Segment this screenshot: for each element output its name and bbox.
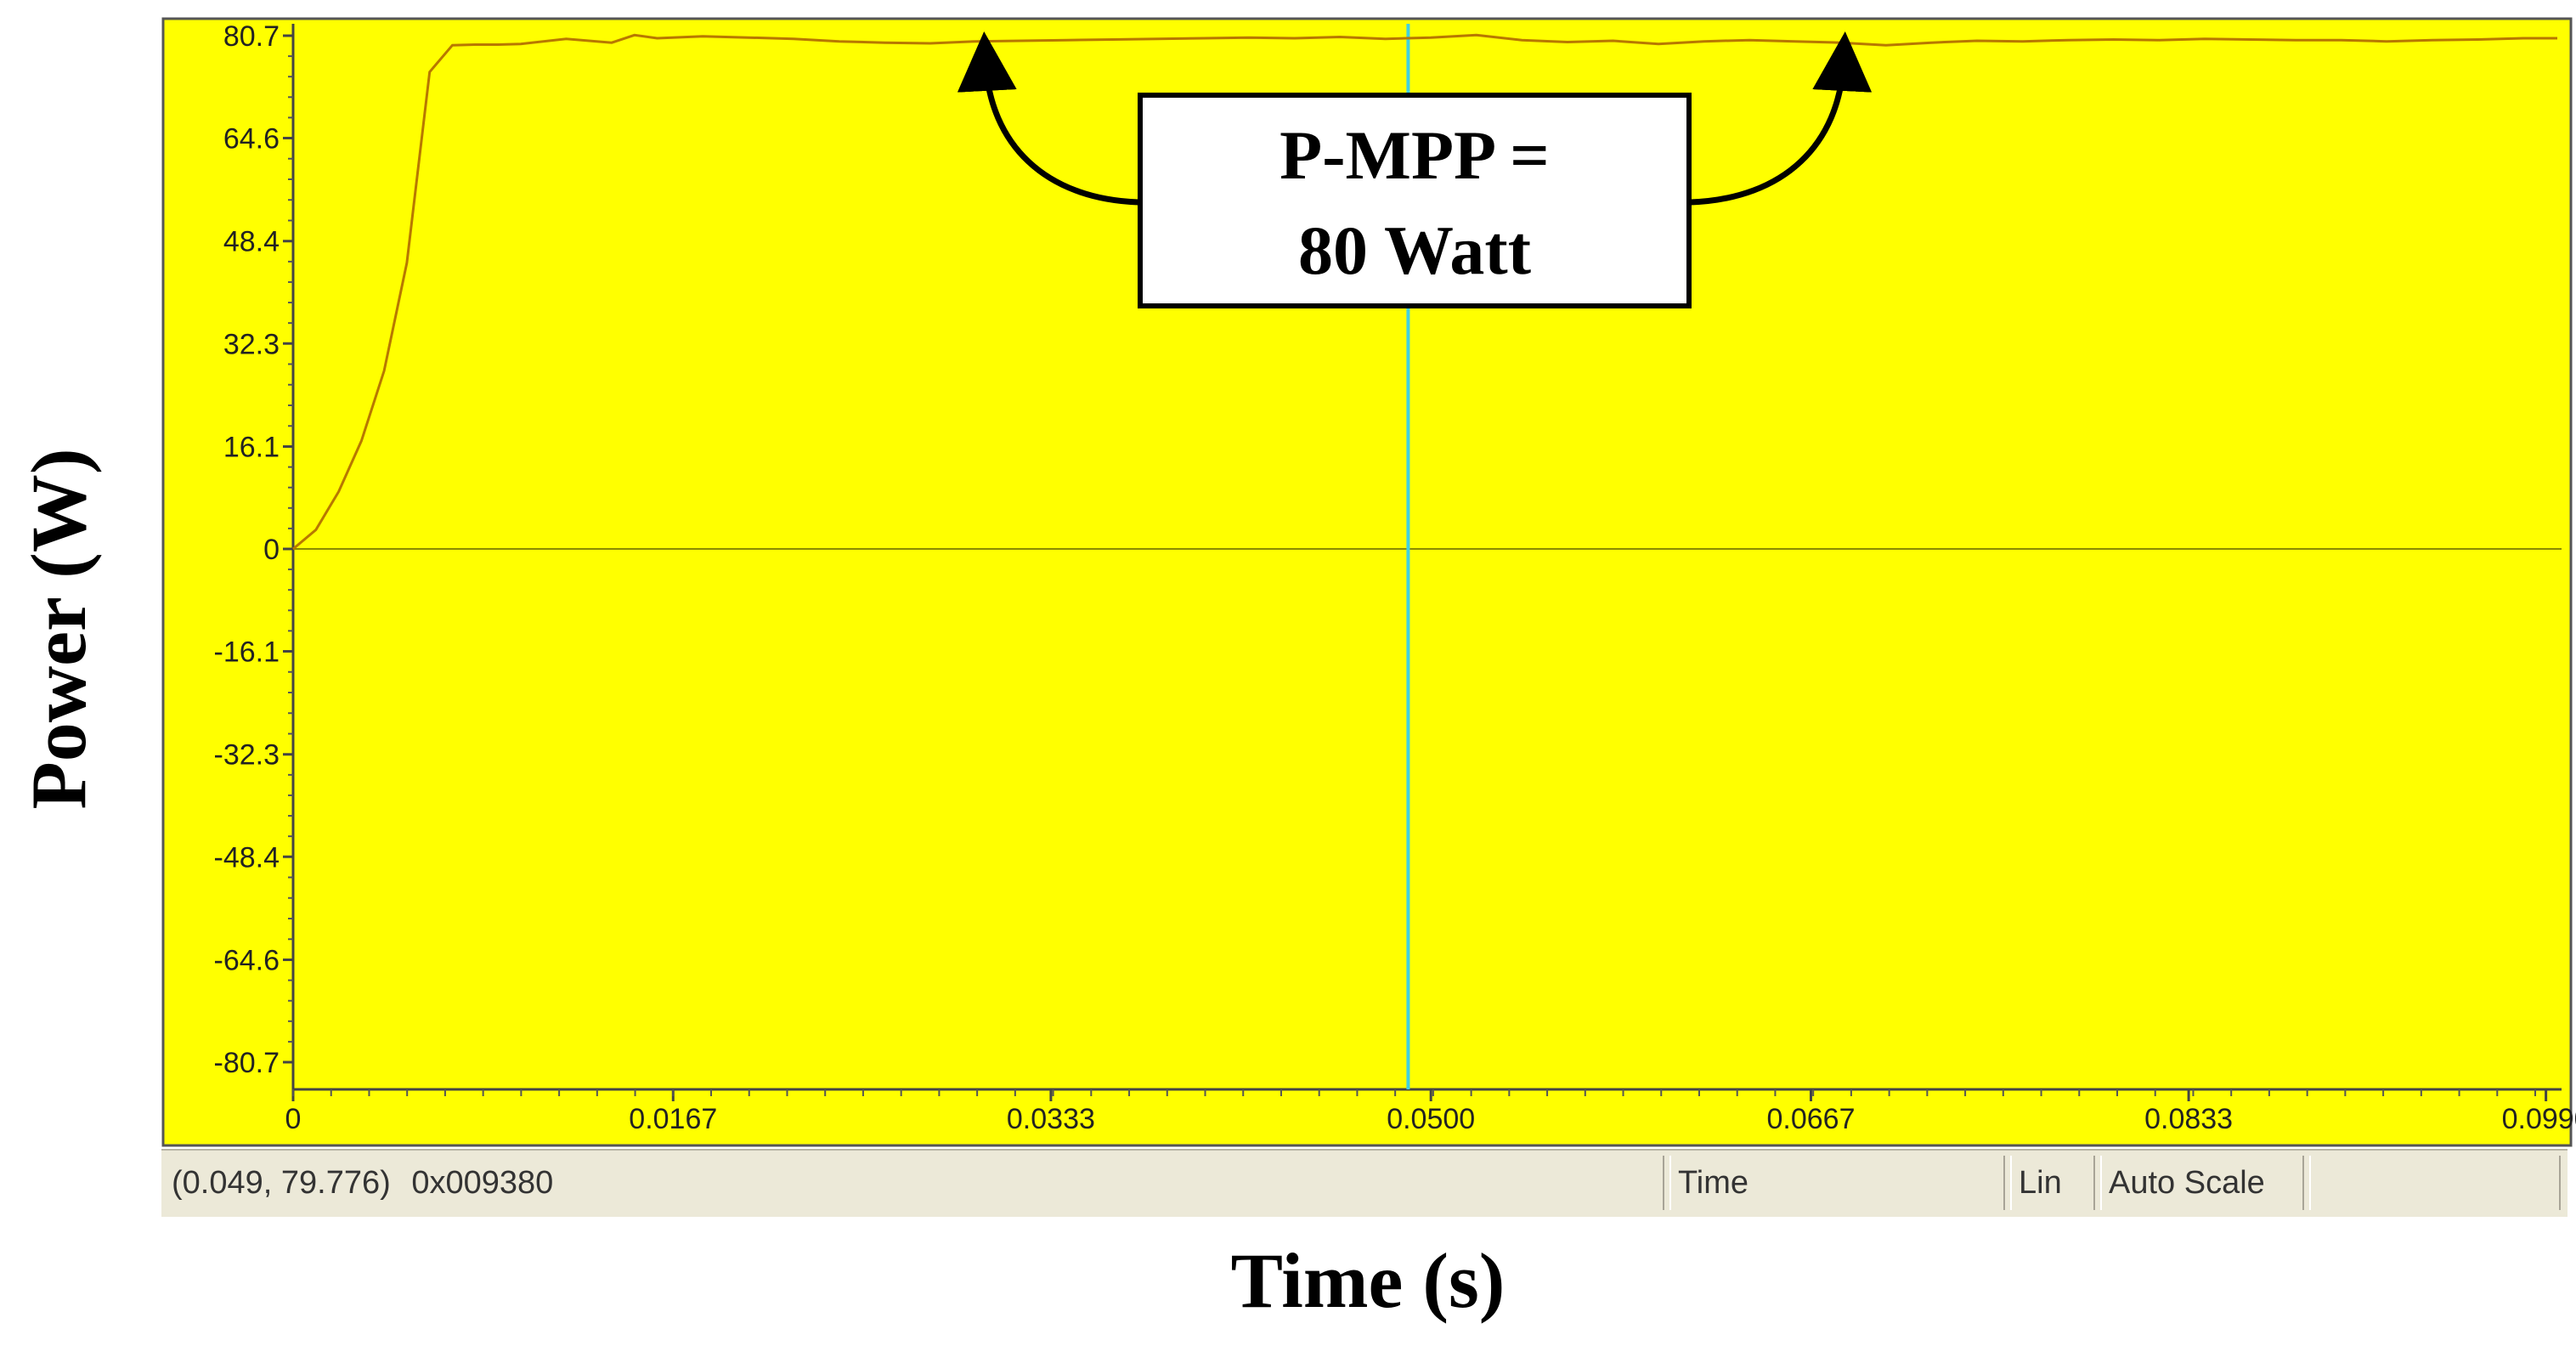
status-axis-variable[interactable]: Time — [1669, 1156, 2005, 1210]
y-axis: 80.7 64.6 48.4 32.3 16.1 0 -16.1 -32.3 -48.4 -64.… — [214, 20, 295, 1089]
y-tick-label: 16.1 — [223, 431, 280, 463]
annotation-line-2: 80 Watt — [1298, 212, 1531, 289]
y-tick-label: -32.3 — [214, 739, 280, 772]
y-axis-title: Power (W) — [15, 449, 102, 810]
y-tick-label: -64.6 — [214, 944, 280, 976]
x-tick-label: 0.0667 — [1766, 1103, 1855, 1135]
annotation-box: P-MPP = 80 Watt — [1138, 93, 1692, 308]
annotation-arrow-right — [1690, 31, 1873, 206]
annotation-line-1: P-MPP = — [1280, 116, 1550, 194]
y-tick-label: -48.4 — [214, 841, 280, 874]
status-bar: (0.049, 79.776) 0x009380 Time Lin Auto S… — [161, 1149, 2568, 1217]
y-tick-label: 0 — [263, 534, 280, 566]
x-axis-title: Time (s) — [1231, 1237, 1505, 1324]
x-tick-label: 0.0167 — [629, 1103, 717, 1135]
status-coordinates: (0.049, 79.776) 0x009380 — [165, 1156, 1664, 1210]
status-hex-value: 0x009380 — [411, 1165, 554, 1201]
x-axis: 0 0.0167 0.0333 0.0500 0.0667 0.0833 0.0990 — [285, 1088, 2576, 1135]
status-coords-value: (0.049, 79.776) — [172, 1165, 391, 1201]
y-tick-label: 32.3 — [223, 328, 280, 360]
x-tick-label: 0.0833 — [2144, 1103, 2233, 1135]
annotation-arrow-left — [957, 31, 1139, 206]
power-trace — [292, 33, 2557, 551]
status-scale-mode[interactable]: Lin — [2010, 1156, 2095, 1210]
x-tick-label: 0 — [285, 1103, 302, 1135]
status-auto-scale[interactable]: Auto Scale — [2100, 1156, 2304, 1210]
y-tick-label: 80.7 — [223, 20, 280, 53]
y-tick-label: -80.7 — [214, 1047, 280, 1079]
y-tick-label: 64.6 — [223, 123, 280, 156]
y-tick-label: -16.1 — [214, 636, 280, 669]
status-empty-cell — [2309, 1156, 2561, 1210]
x-tick-label: 0.0500 — [1387, 1103, 1475, 1135]
y-tick-label: 48.4 — [223, 226, 280, 258]
x-tick-label: 0.0990 — [2502, 1103, 2576, 1135]
x-tick-label: 0.0333 — [1007, 1103, 1095, 1135]
